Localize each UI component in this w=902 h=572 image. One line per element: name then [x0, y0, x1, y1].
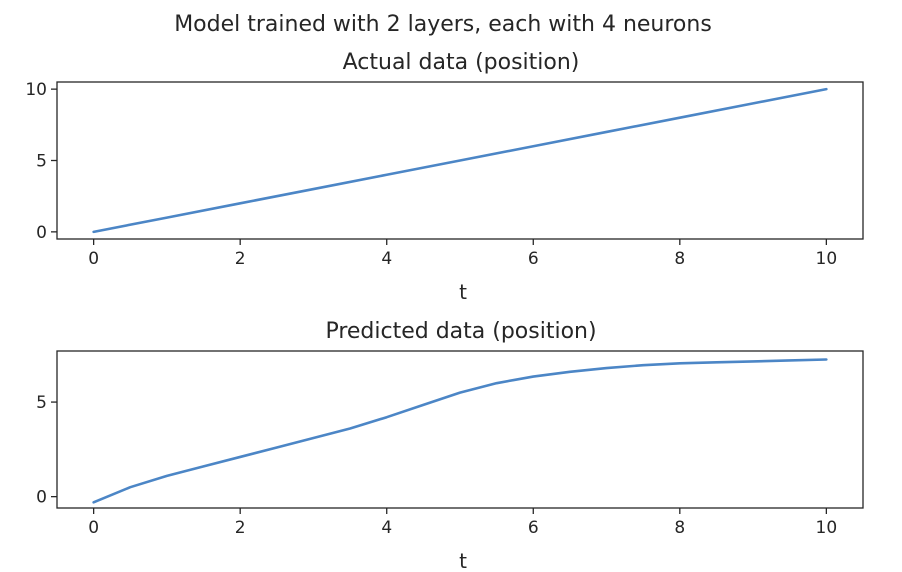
x-tick-label: 4 — [381, 518, 392, 538]
figure-suptitle: Model trained with 2 layers, each with 4… — [174, 12, 712, 37]
x-axis-label: t — [459, 280, 467, 304]
x-tick-label: 10 — [816, 249, 838, 269]
x-tick-label: 10 — [816, 518, 838, 538]
x-tick-label: 2 — [235, 249, 246, 269]
series-line-1 — [92, 358, 828, 504]
subplot-2: Predicted data (position) 0 2 4 6 8 10 0 5 t — [36, 319, 864, 572]
y-tick-label: 0 — [36, 488, 47, 508]
subplot-title: Predicted data (position) — [325, 319, 596, 344]
x-axis-label: t — [459, 549, 467, 572]
y-tick-label: 5 — [36, 393, 47, 413]
y-tick-label: 5 — [36, 152, 47, 172]
plots: Actual data (position)0 2 4 6 8 100510tPredic… — [25, 50, 864, 572]
y-tick-label: 10 — [25, 80, 47, 100]
subplot-title: Actual data (position) — [343, 50, 580, 75]
x-tick-label: 6 — [528, 249, 539, 269]
series-line-1 — [92, 87, 828, 234]
subplot-1: Actual data (position) 0 2 4 6 8 10 0 5 10 t — [25, 50, 864, 304]
y-tick-label: 0 — [36, 223, 47, 243]
plot-frame — [56, 350, 864, 509]
x-tick-label: 8 — [674, 249, 685, 269]
x-tick-label: 4 — [381, 249, 392, 269]
x-tick-label: 8 — [674, 518, 685, 538]
x-tick-label: 2 — [235, 518, 246, 538]
x-tick-label: 0 — [88, 518, 99, 538]
x-tick-label: 6 — [528, 518, 539, 538]
x-tick-label: 0 — [88, 249, 99, 269]
